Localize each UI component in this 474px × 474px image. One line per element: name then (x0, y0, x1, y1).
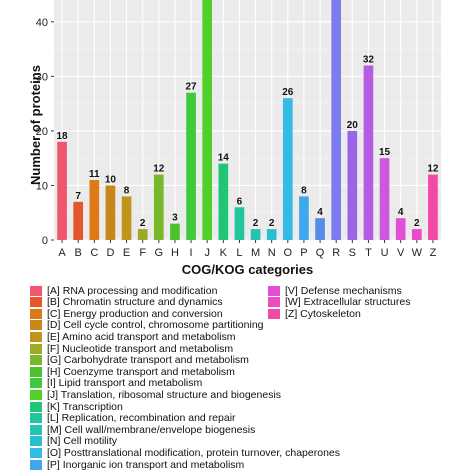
bar-M (250, 229, 261, 240)
x-tick-label: E (123, 247, 130, 259)
bar-S (347, 130, 358, 240)
x-tick-label: N (268, 247, 276, 259)
plot-panel (54, 0, 441, 240)
bar-value-label: 20 (347, 120, 359, 131)
x-tick-label: S (349, 247, 356, 259)
bar-value-label: 8 (301, 185, 307, 196)
bar-P (299, 196, 309, 240)
x-tick-label: J (204, 247, 210, 259)
x-tick-label: B (75, 247, 82, 259)
x-tick-label: F (139, 247, 146, 259)
bar-A (57, 141, 67, 240)
bar-B (73, 201, 84, 240)
bar-O (282, 98, 293, 240)
x-tick-label: U (381, 247, 389, 259)
bar-value-label: 2 (414, 218, 420, 229)
bar-K (218, 163, 229, 240)
bar-J (202, 0, 213, 240)
bar-value-label: 2 (269, 218, 275, 229)
bar-E (121, 196, 132, 240)
bar-value-label: 2 (253, 218, 259, 229)
x-tick-label: O (284, 247, 293, 259)
bar-Z (428, 174, 438, 240)
x-tick-label: W (412, 247, 423, 259)
bar-U (379, 158, 390, 240)
x-axis-label: COG/KOG categories (182, 262, 313, 277)
x-tick-label: A (58, 247, 66, 259)
bar-value-label: 2 (140, 218, 146, 229)
bar-value-label: 3 (172, 213, 178, 224)
x-tick-label: T (365, 247, 372, 259)
x-tick-label: M (251, 247, 260, 259)
bar-W (411, 229, 422, 240)
bar-D (105, 185, 116, 240)
x-tick-label: I (190, 247, 193, 259)
bar-value-label: 15 (379, 147, 391, 158)
bar-value-label: 18 (57, 131, 69, 142)
bar-V (395, 218, 406, 240)
bar-T (363, 65, 374, 240)
bar-Q (315, 218, 325, 240)
bar-value-label: 7 (75, 191, 81, 202)
bar-value-label: 27 (186, 82, 198, 93)
bar-value-label: 12 (427, 164, 439, 175)
x-tick-label: C (90, 247, 98, 259)
y-axis-label: Number of proteins (28, 65, 43, 185)
bar-value-label: 32 (363, 54, 375, 65)
bar-F (137, 229, 148, 240)
y-tick-label: 20 (36, 126, 48, 138)
bar-value-label: 4 (317, 207, 323, 218)
x-tick-label: Q (316, 247, 325, 259)
y-axis: 0 10 20 30 40 (36, 17, 54, 247)
bar-value-label: 6 (237, 196, 243, 207)
bar-C (89, 180, 100, 240)
bar-value-label: 26 (282, 87, 294, 98)
y-tick-label: 30 (36, 71, 48, 83)
bar-G (153, 174, 164, 240)
bar-N (266, 229, 277, 240)
bar-R (331, 0, 342, 240)
bar-I (186, 92, 196, 241)
y-tick-label: 10 (36, 180, 48, 192)
x-tick-label: Z (430, 247, 437, 259)
bars-group (57, 0, 438, 241)
bar-H (170, 223, 180, 240)
bar-value-label: 4 (398, 207, 404, 218)
y-tick-label: 0 (42, 235, 48, 247)
bar-value-label: 12 (153, 164, 165, 175)
x-tick-label: K (220, 247, 228, 259)
x-tick-label: D (106, 247, 114, 259)
bar-value-label: 8 (124, 185, 130, 196)
x-tick-label: P (300, 247, 307, 259)
bar-value-label: 11 (89, 169, 100, 180)
y-tick-label: 40 (36, 17, 48, 29)
x-tick-label: L (236, 247, 242, 259)
x-tick-label: G (155, 247, 164, 259)
bar-L (234, 207, 245, 240)
x-tick-label: R (332, 247, 340, 259)
x-tick-label: V (397, 247, 405, 259)
x-tick-label: H (171, 247, 179, 259)
bar-value-label: 10 (105, 174, 117, 185)
bar-value-label: 14 (218, 153, 230, 164)
